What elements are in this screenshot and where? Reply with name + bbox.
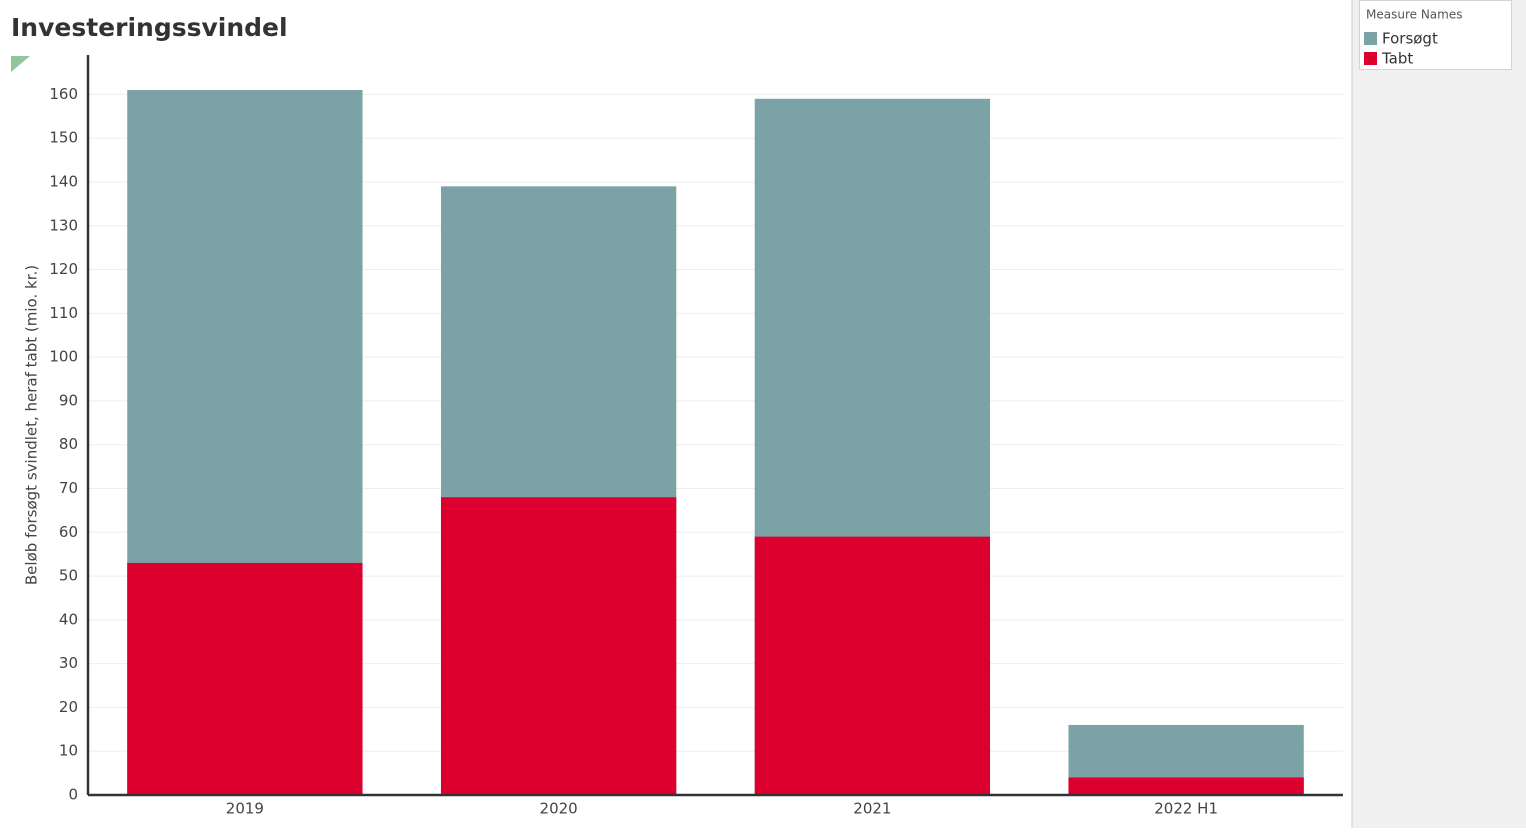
y-tick-label: 120 [49, 260, 78, 278]
bar [127, 562, 363, 795]
legend-label: Forsøgt [1382, 30, 1438, 48]
y-tick-label: 100 [49, 348, 78, 366]
bar [440, 497, 677, 795]
corner-icon [11, 56, 30, 72]
y-tick-label: 140 [49, 172, 78, 190]
x-tick-label: 2021 [853, 800, 891, 818]
chart-title: Investeringssvindel [11, 13, 288, 42]
y-tick-label: 60 [59, 523, 78, 541]
legend-label: Tabt [1381, 50, 1413, 68]
legend-swatch [1364, 52, 1377, 65]
y-tick-label: 70 [59, 479, 78, 497]
x-tick-label: 2022 H1 [1154, 800, 1218, 818]
legend-swatch [1364, 32, 1377, 45]
y-tick-label: 80 [59, 435, 78, 453]
y-axis-label: Beløb forsøgt svindlet, heraf tabt (mio.… [23, 265, 41, 585]
y-tick-label: 50 [59, 567, 78, 585]
y-tick-label: 150 [49, 129, 78, 147]
y-tick-label: 110 [49, 304, 78, 322]
y-tick-label: 20 [59, 698, 78, 716]
y-tick-label: 90 [59, 391, 78, 409]
side-panel [1352, 0, 1526, 828]
bar [1068, 777, 1304, 795]
y-tick-label: 160 [49, 85, 78, 103]
y-tick-label: 130 [49, 216, 78, 234]
legend-title: Measure Names [1366, 8, 1462, 22]
y-tick-label: 40 [59, 610, 78, 628]
bar [754, 536, 991, 795]
y-tick-label: 30 [59, 654, 78, 672]
y-tick-label: 0 [68, 786, 78, 804]
y-tick-label: 10 [59, 742, 78, 760]
legend-box [1359, 0, 1512, 70]
x-tick-label: 2019 [226, 800, 264, 818]
x-tick-label: 2020 [540, 800, 578, 818]
